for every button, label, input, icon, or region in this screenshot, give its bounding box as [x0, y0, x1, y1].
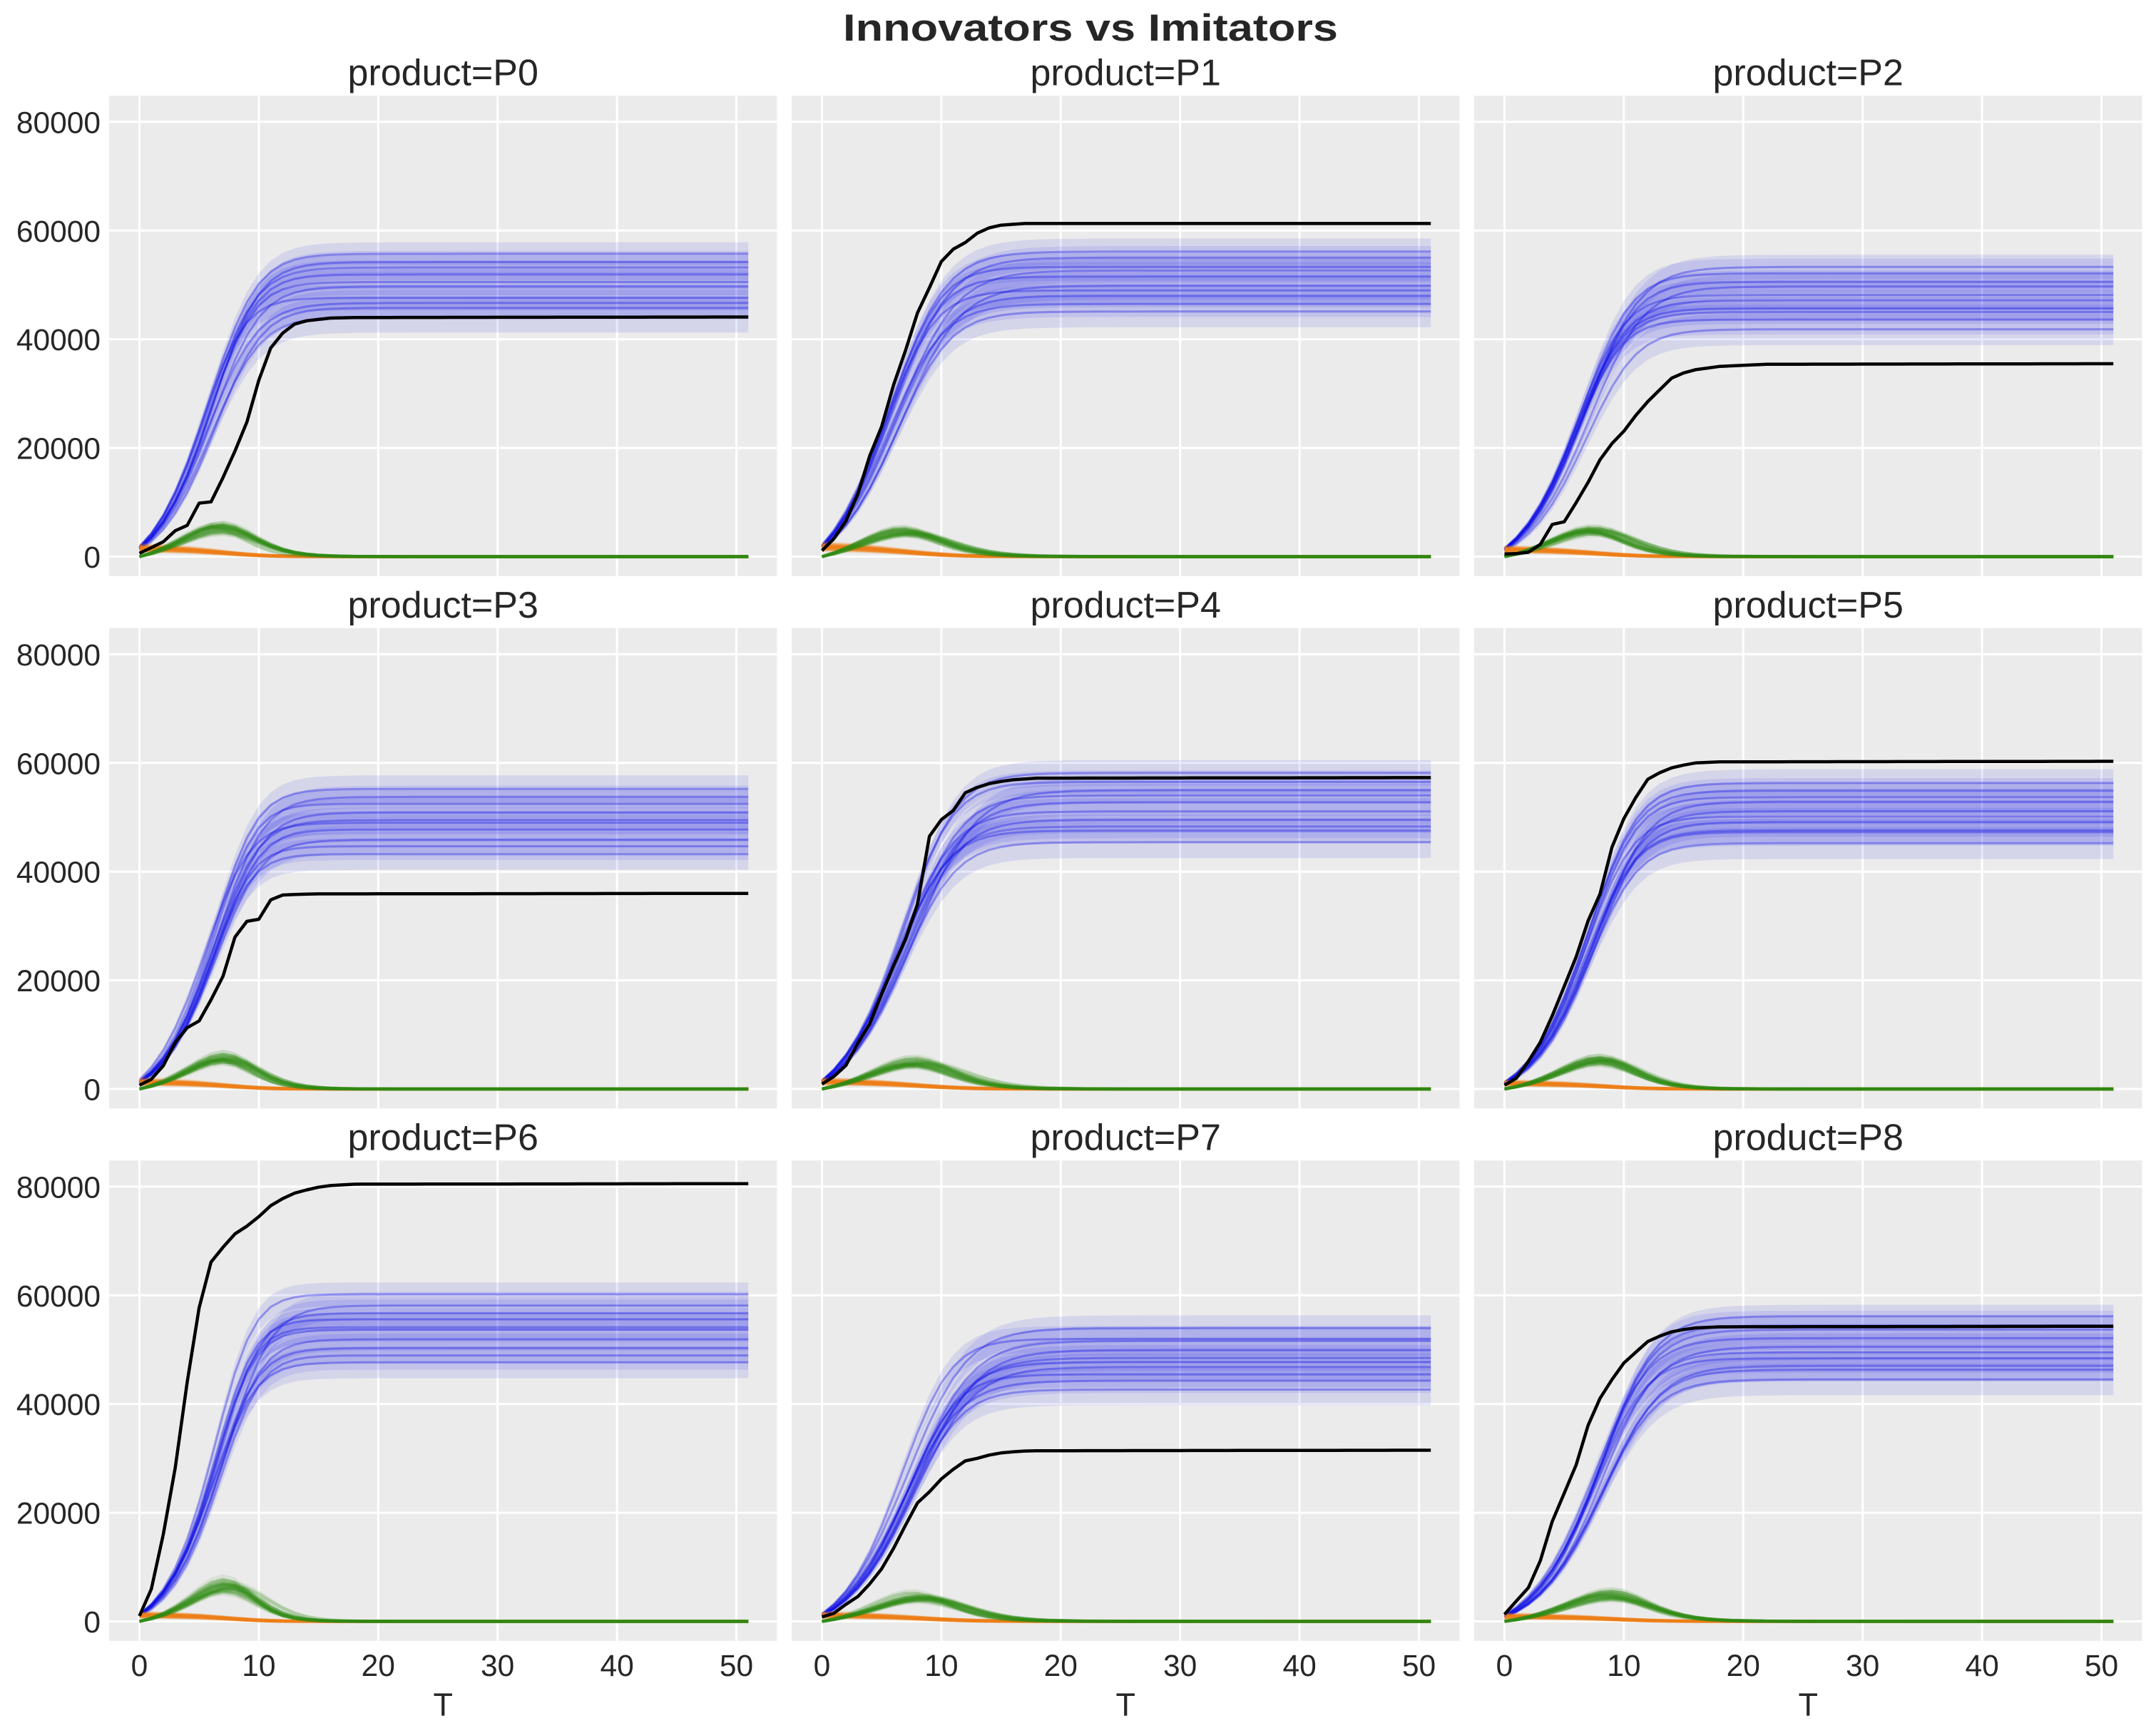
svg-text:40000: 40000: [16, 324, 101, 357]
svg-text:80000: 80000: [16, 639, 101, 673]
svg-text:T: T: [1798, 1687, 1818, 1723]
svg-text:50: 50: [1402, 1650, 1436, 1683]
svg-text:0: 0: [131, 1650, 148, 1683]
svg-text:20: 20: [1727, 1650, 1760, 1683]
svg-text:product=P4: product=P4: [1030, 585, 1220, 626]
svg-text:0: 0: [814, 1650, 831, 1683]
svg-text:20: 20: [1044, 1650, 1078, 1683]
svg-text:30: 30: [1846, 1650, 1879, 1683]
svg-text:40000: 40000: [16, 857, 101, 890]
svg-text:60000: 60000: [16, 1280, 101, 1314]
svg-text:0: 0: [1496, 1650, 1513, 1683]
svg-text:30: 30: [1163, 1650, 1197, 1683]
svg-text:0: 0: [83, 541, 101, 575]
svg-text:product=P6: product=P6: [347, 1117, 538, 1158]
svg-text:product=P5: product=P5: [1712, 585, 1903, 626]
svg-text:Innovators vs Imitators: Innovators vs Imitators: [843, 7, 1338, 49]
svg-text:50: 50: [720, 1650, 753, 1683]
svg-text:product=P1: product=P1: [1030, 52, 1220, 93]
svg-text:0: 0: [83, 1606, 101, 1640]
svg-text:20: 20: [362, 1650, 395, 1683]
svg-text:20000: 20000: [16, 1498, 101, 1531]
svg-text:product=P0: product=P0: [347, 52, 538, 93]
svg-text:60000: 60000: [16, 215, 101, 249]
svg-text:30: 30: [481, 1650, 514, 1683]
svg-text:10: 10: [242, 1650, 275, 1683]
svg-text:80000: 80000: [16, 1171, 101, 1205]
svg-text:0: 0: [83, 1074, 101, 1108]
svg-text:10: 10: [924, 1650, 958, 1683]
svg-text:40: 40: [1965, 1650, 1998, 1683]
svg-text:product=P2: product=P2: [1712, 52, 1903, 93]
svg-text:40: 40: [600, 1650, 633, 1683]
svg-text:product=P3: product=P3: [347, 585, 538, 626]
svg-text:10: 10: [1607, 1650, 1640, 1683]
svg-text:50: 50: [2085, 1650, 2118, 1683]
svg-text:T: T: [433, 1687, 453, 1723]
svg-text:product=P7: product=P7: [1030, 1117, 1220, 1158]
svg-text:20000: 20000: [16, 433, 101, 466]
svg-text:T: T: [1115, 1687, 1135, 1723]
svg-text:product=P8: product=P8: [1712, 1117, 1903, 1158]
svg-text:80000: 80000: [16, 106, 101, 140]
svg-text:40: 40: [1282, 1650, 1316, 1683]
svg-text:60000: 60000: [16, 747, 101, 781]
svg-text:40000: 40000: [16, 1389, 101, 1422]
svg-text:20000: 20000: [16, 965, 101, 998]
